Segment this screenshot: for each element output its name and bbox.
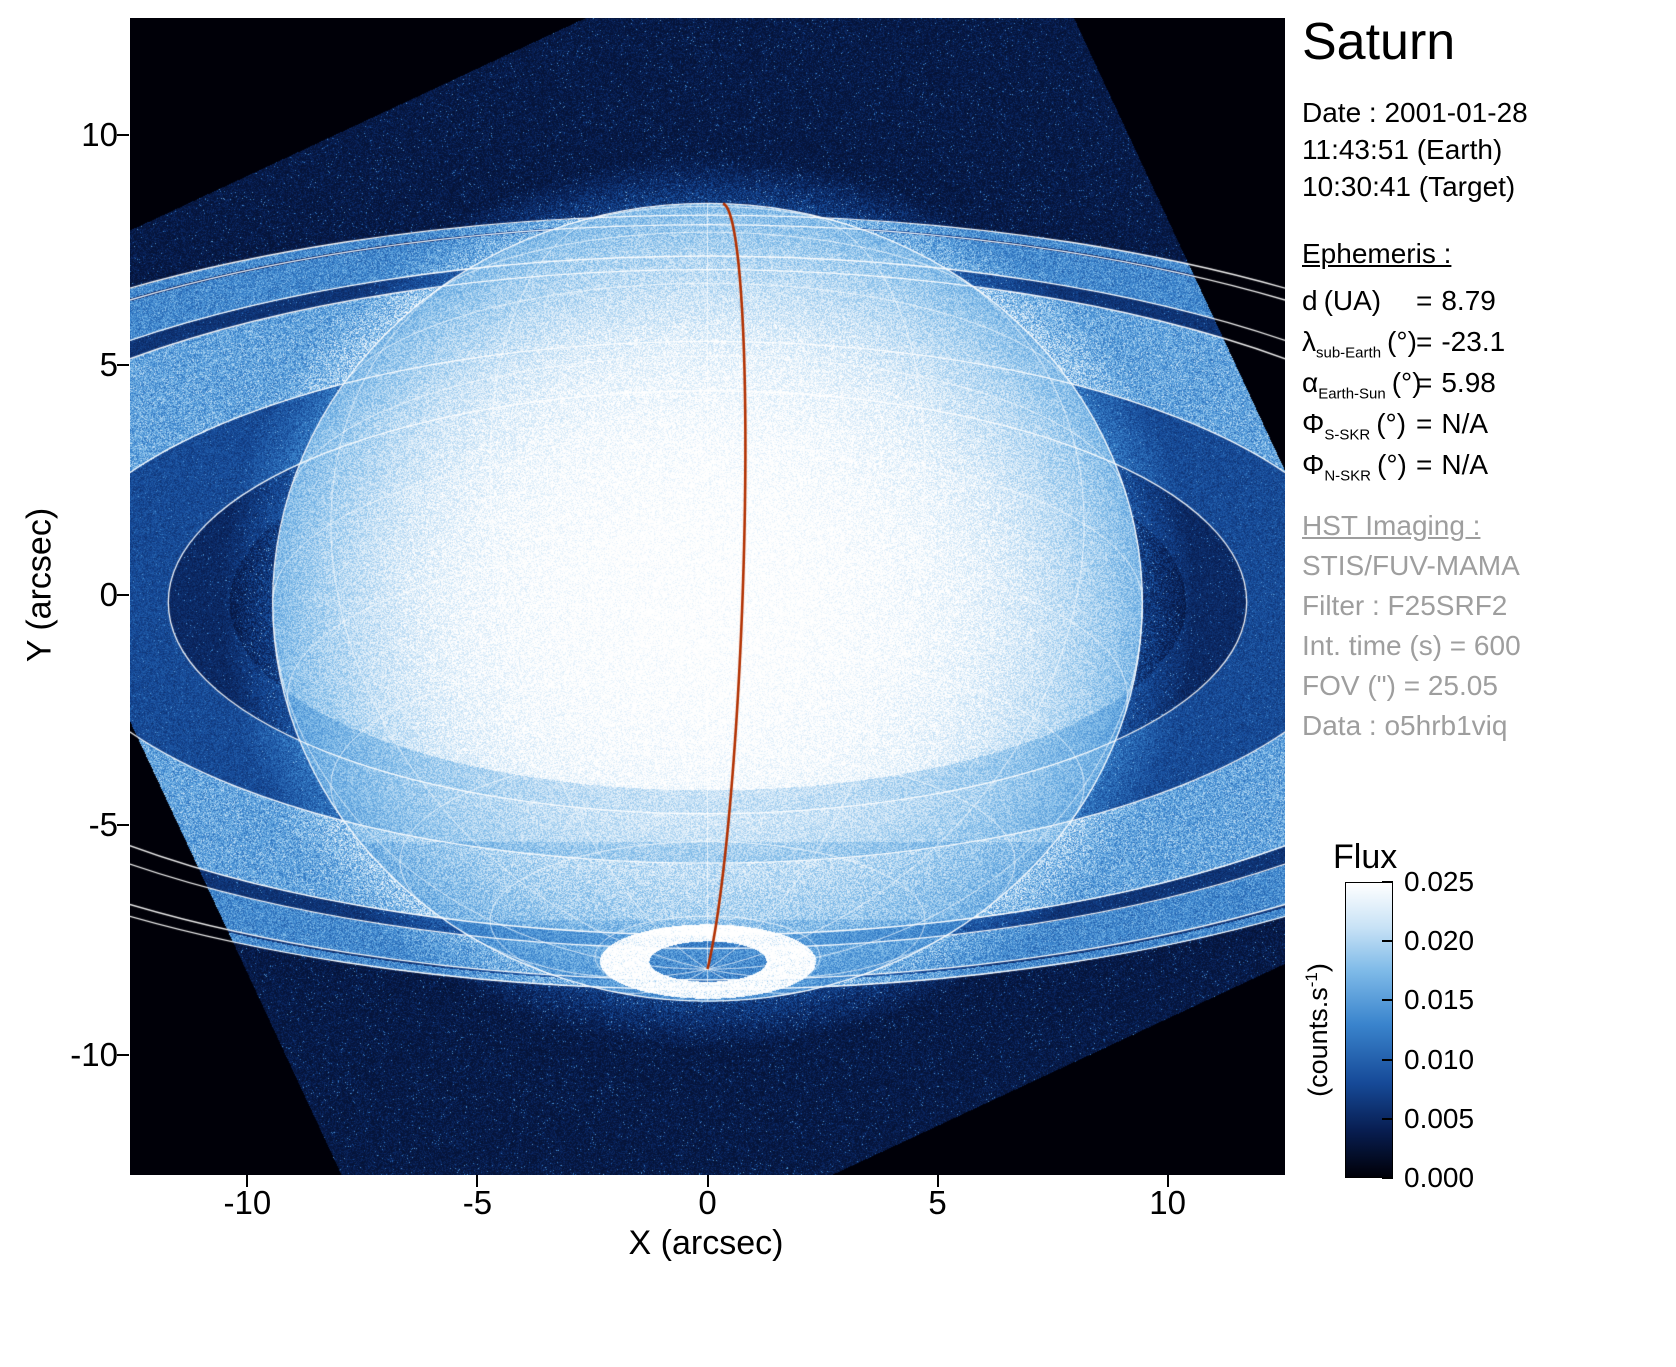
y-tick-label: -5 (88, 806, 118, 844)
x-tick-label: 10 (1149, 1184, 1187, 1221)
hst-fov: FOV (") = 25.05 (1302, 670, 1498, 701)
ephemeris-label: αEarth-Sun (°) (1302, 362, 1422, 415)
ephemeris-value: N/A (1441, 449, 1489, 480)
y-tick-label: -10 (70, 1036, 118, 1074)
hst-imaging-heading: HST Imaging : (1302, 510, 1481, 541)
ephemeris-unit: (°) (1376, 408, 1407, 439)
x-tick-label: -10 (223, 1184, 272, 1221)
y-tick-mark (117, 364, 129, 367)
colorbar-tick-label: 0.005 (1404, 1102, 1475, 1134)
ephemeris-row-n-skr: ΦN-SKR (°) = N/A (1302, 444, 1505, 485)
ephemeris-value: 5.98 (1441, 367, 1496, 398)
x-tick-label: 5 (928, 1184, 947, 1221)
colorbar-tick-mark (1382, 999, 1393, 1002)
info-panel: Saturn Date : 2001-01-28 11:43:51 (Earth… (1302, 0, 1676, 1367)
ephemeris-row-subearth-lat: λsub-Earth (°)= -23.1 (1302, 321, 1505, 362)
ephemeris-row-phase-angle: αEarth-Sun (°)= 5.98 (1302, 362, 1505, 403)
ephemeris-subscript: Earth-Sun (1318, 385, 1386, 403)
x-tick-mark (1166, 1175, 1169, 1187)
y-axis-label: Y (arcsec) (20, 507, 59, 663)
ephemeris-value: 8.79 (1441, 285, 1496, 316)
colorbar-tick-label: 0.000 (1404, 1162, 1475, 1193)
ephemeris-unit: (UA) (1323, 285, 1382, 316)
colorbar-unit-post: ) (1303, 963, 1333, 973)
y-tick-mark (117, 134, 129, 137)
ephemeris-symbol: d (1302, 285, 1318, 316)
x-tick-label: -5 (462, 1184, 493, 1221)
colorbar-unit-sup: -1 (1302, 972, 1321, 988)
ephemeris-label: ΦN-SKR (°) (1302, 444, 1416, 497)
ephemeris-subscript: sub-Earth (1316, 344, 1382, 362)
ephemeris-symbol: Φ (1302, 408, 1325, 439)
colorbar-gradient (1345, 882, 1393, 1178)
colorbar-unit-label: (counts.s-1) (1302, 963, 1334, 1097)
ephemeris-unit: (°) (1387, 326, 1417, 357)
x-axis-label: X (arcsec) (628, 1224, 784, 1262)
y-tick-mark (117, 824, 129, 827)
hst-int-time: Int. time (s) = 600 (1302, 630, 1521, 661)
ephemeris-section: Ephemeris : d (UA) = 8.79 λsub-Earth (°)= -23… (1302, 238, 1505, 485)
y-tick-label: 0 (99, 576, 118, 614)
hst-imaging-section: HST Imaging : STIS/FUV-MAMA Filter : F25… (1302, 506, 1521, 746)
y-tick-mark (117, 1054, 129, 1057)
y-tick-mark (117, 594, 129, 597)
ephemeris-value: -23.1 (1441, 326, 1506, 357)
ephemeris-heading: Ephemeris : (1302, 238, 1452, 269)
x-tick-mark (706, 1175, 709, 1187)
ephemeris-unit: (°) (1391, 367, 1422, 398)
hst-filter: Filter : F25SRF2 (1302, 590, 1508, 621)
plot-area (130, 18, 1285, 1175)
ephemeris-label: d (UA) (1302, 280, 1416, 333)
earth-time-line: 11:43:51 (Earth) (1302, 134, 1503, 165)
colorbar-tick-mark (1382, 1058, 1393, 1061)
hst-instrument: STIS/FUV-MAMA (1302, 550, 1520, 581)
equals-sign: = (1416, 367, 1433, 398)
date-line: Date : 2001-01-28 (1302, 97, 1528, 128)
saturn-uv-image (130, 18, 1285, 1175)
x-tick-mark (476, 1175, 479, 1187)
colorbar-tick-mark (1382, 881, 1393, 883)
colorbar-tick-mark (1382, 1117, 1393, 1120)
y-tick-label: 5 (99, 346, 118, 384)
equals-sign: = (1416, 326, 1433, 357)
ephemeris-row-distance: d (UA) = 8.79 (1302, 280, 1505, 321)
equals-sign: = (1416, 449, 1433, 480)
ephemeris-symbol: α (1302, 367, 1319, 398)
x-tick-label: 0 (698, 1184, 717, 1221)
x-tick-mark (246, 1175, 249, 1187)
colorbar-tick-label: 0.020 (1404, 925, 1475, 957)
colorbar-title: Flux (1333, 838, 1398, 876)
ephemeris-unit: (°) (1377, 449, 1407, 480)
hst-data-id: Data : o5hrb1viq (1302, 710, 1508, 741)
ephemeris-subscript: S-SKR (1324, 426, 1371, 444)
ephemeris-symbol: Φ (1302, 449, 1325, 480)
ephemeris-symbol: λ (1302, 326, 1316, 357)
x-tick-mark (936, 1175, 939, 1187)
target-time-line: 10:30:41 (Target) (1302, 171, 1516, 202)
colorbar-tick-mark (1382, 940, 1393, 943)
colorbar-unit-pre: (counts.s (1303, 987, 1333, 1097)
observation-date-block: Date : 2001-01-28 11:43:51 (Earth) 10:30… (1302, 94, 1528, 205)
target-title: Saturn (1302, 13, 1456, 71)
ephemeris-subscript: N-SKR (1324, 467, 1372, 485)
y-tick-label: 10 (81, 116, 118, 154)
colorbar-tick-label: 0.025 (1404, 866, 1475, 897)
colorbar-tick-mark (1382, 1177, 1393, 1179)
colorbar-tick-label: 0.010 (1404, 1043, 1475, 1075)
ephemeris-label: λsub-Earth (°) (1302, 321, 1417, 374)
equals-sign: = (1416, 285, 1433, 316)
equals-sign: = (1416, 408, 1433, 439)
ephemeris-value: N/A (1441, 408, 1489, 439)
ephemeris-row-s-skr: ΦS-SKR (°) = N/A (1302, 403, 1505, 444)
colorbar-tick-label: 0.015 (1404, 984, 1475, 1016)
ephemeris-label: ΦS-SKR (°) (1302, 403, 1416, 456)
